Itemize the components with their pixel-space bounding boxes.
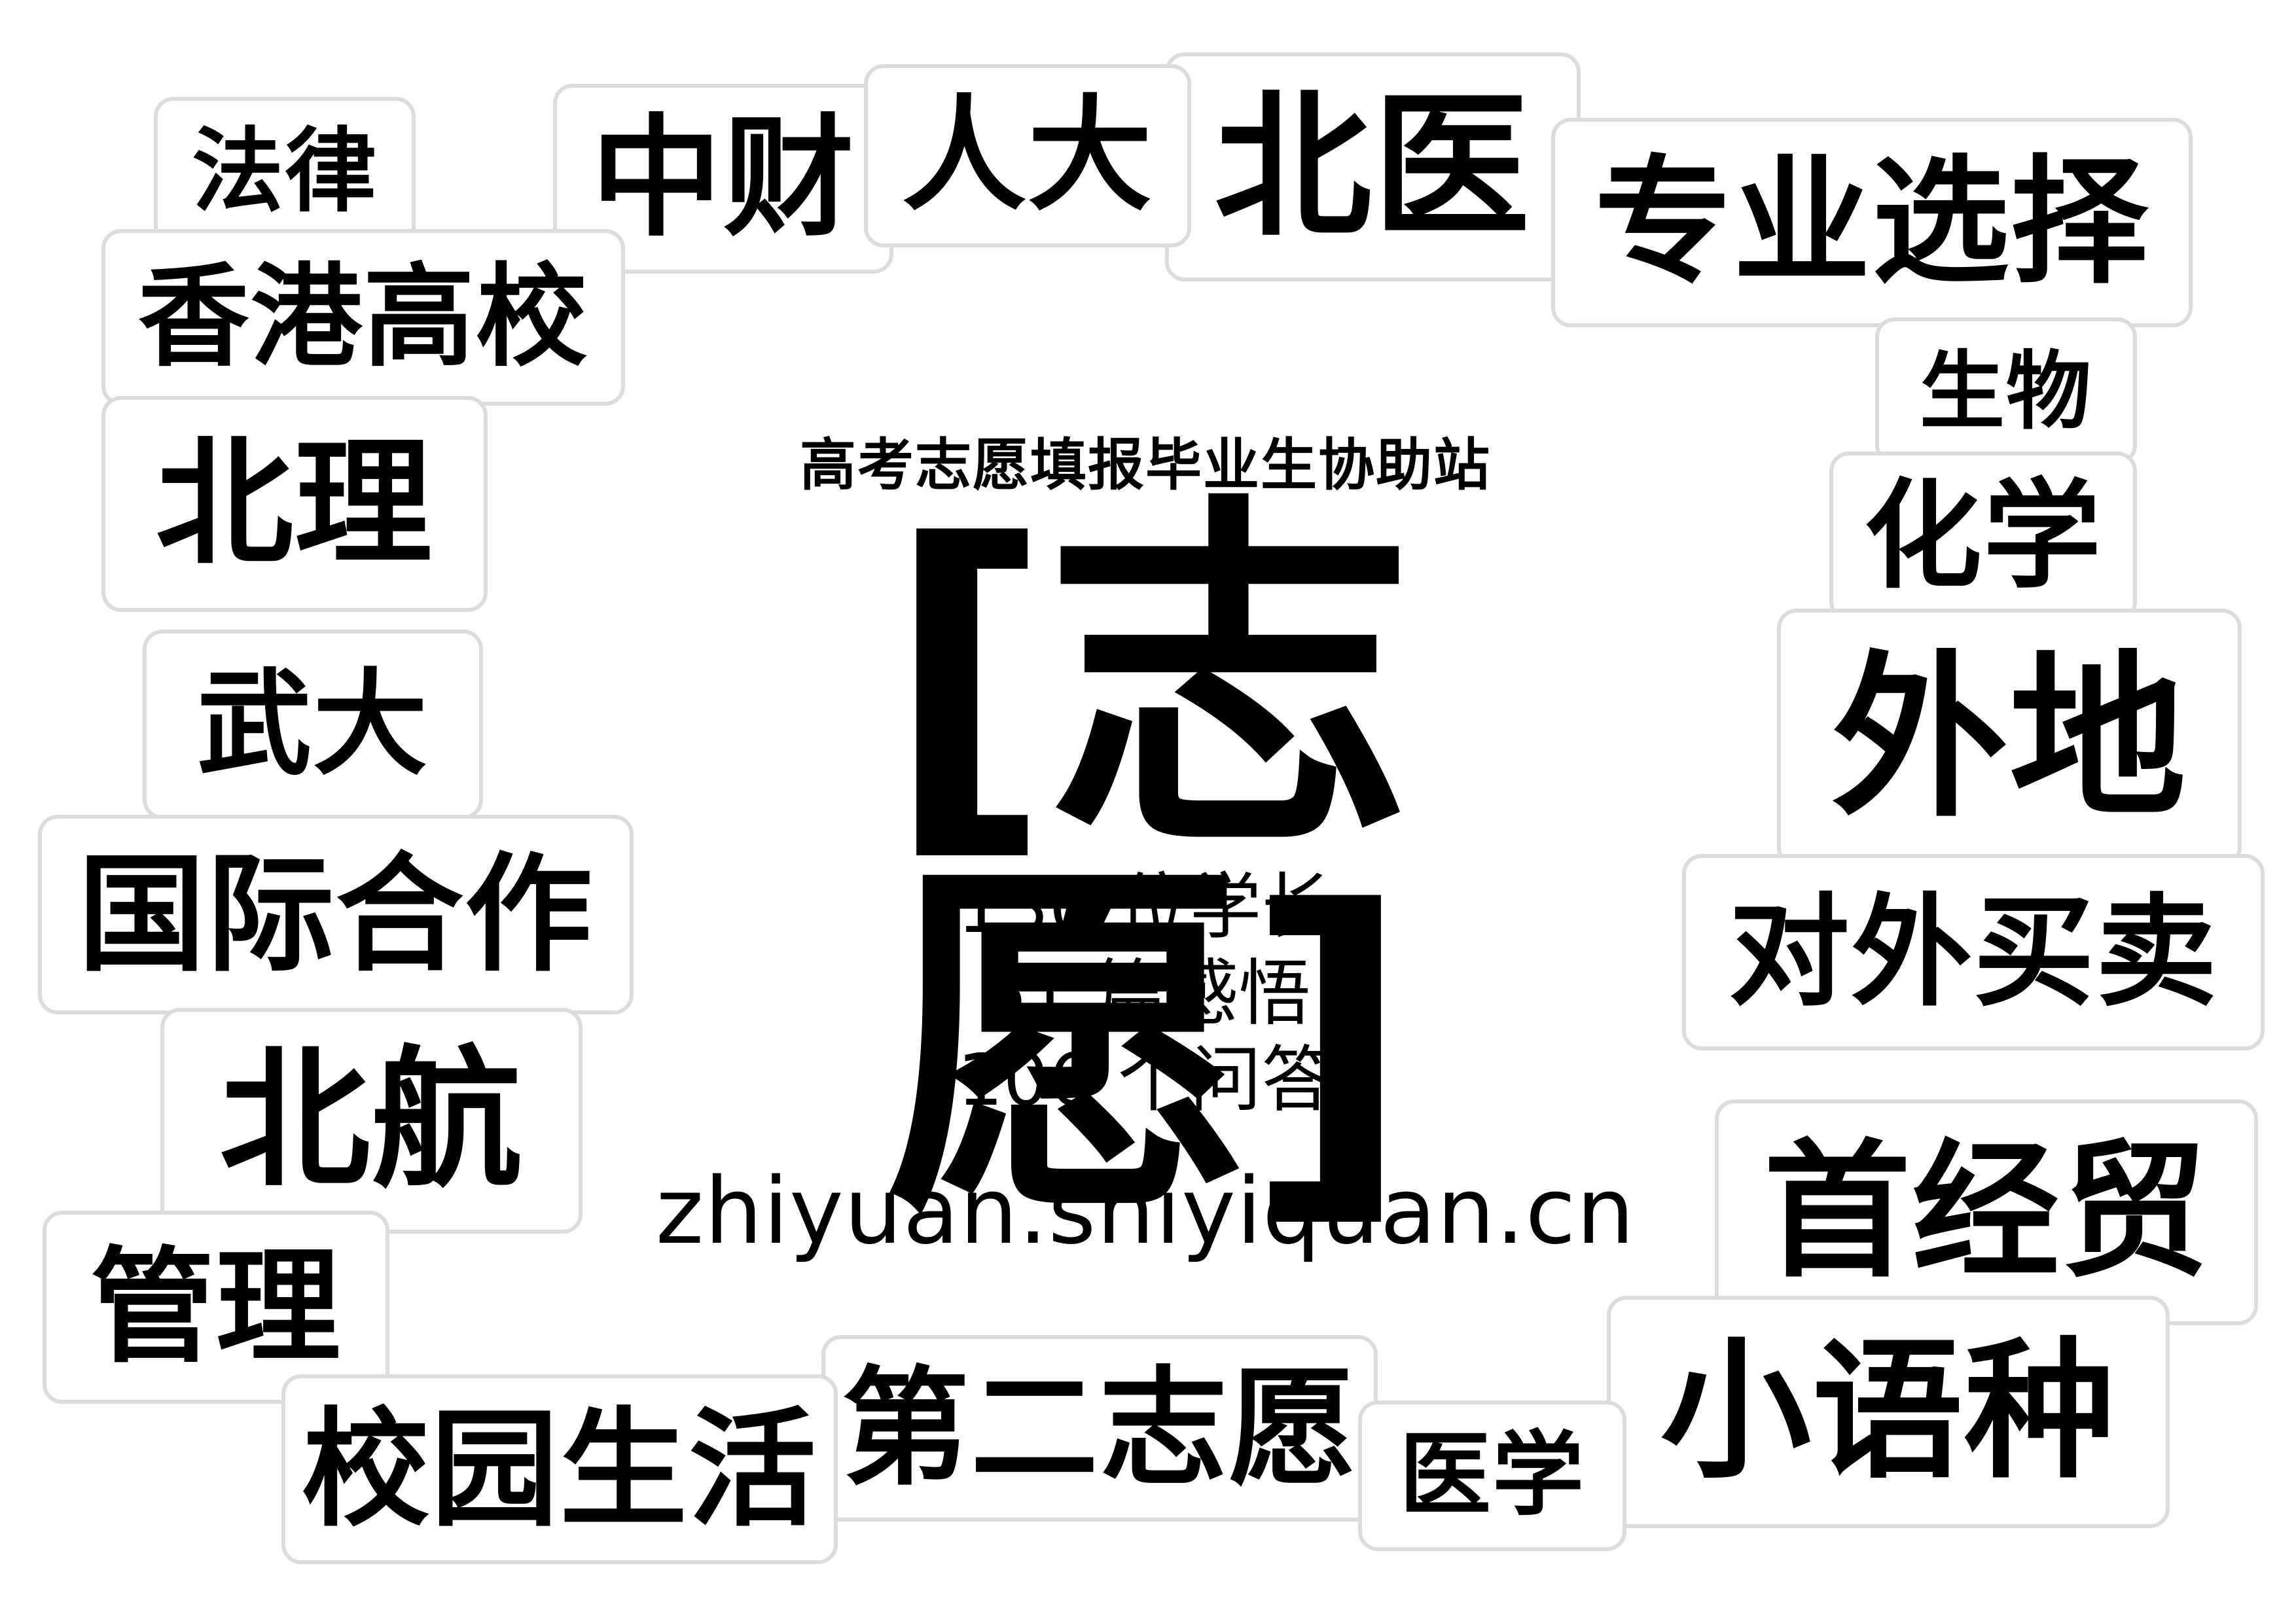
tag-shengwu[interactable]: 生物 [1875, 317, 2137, 465]
tag-falv[interactable]: 法律 [154, 97, 416, 247]
tag-label: 国际合作 [78, 840, 594, 989]
stat-qa: 106 个问答 [957, 1038, 1334, 1122]
tag-label: 生物 [1919, 341, 2092, 441]
tag-label: 香港高校 [137, 253, 588, 382]
tag-label: 专业选择 [1594, 142, 2149, 302]
tag-label: 武大 [197, 658, 429, 791]
tag-xiaoyuzhong[interactable]: 小语种 [1607, 1296, 2170, 1528]
tag-label: 外地 [1831, 634, 2187, 841]
tag-beili[interactable]: 北理 [101, 396, 488, 612]
tag-label: 管理 [90, 1234, 342, 1380]
tag-label: 北理 [155, 423, 433, 584]
tag-waidi[interactable]: 外地 [1777, 609, 2242, 867]
tag-shoujingmao[interactable]: 首经贸 [1715, 1099, 2258, 1325]
tag-xianggang-gaoxiao[interactable]: 香港高校 [101, 229, 625, 406]
tag-duiwai-maimai[interactable]: 对外买卖 [1682, 854, 2265, 1050]
page-title: [志愿] [885, 467, 1412, 1260]
stat-articles: 61 篇感悟 [980, 952, 1311, 1035]
stat-seniors: 130 位学长 [957, 865, 1334, 949]
tag-renda[interactable]: 人大 [864, 64, 1191, 247]
tag-beiyi[interactable]: 北医 [1165, 52, 1581, 281]
tag-xiaoyuan-shenghuo[interactable]: 校园生活 [281, 1374, 838, 1564]
site-subtitle: 高考志愿填报毕业生协助站 [800, 433, 1491, 498]
center-panel: 高考志愿填报毕业生协助站 [志愿] 130 位学长 61 篇感悟 106 个问答… [655, 406, 1636, 1302]
stats-list: 130 位学长 61 篇感悟 106 个问答 [655, 864, 1636, 1123]
tag-label: 北医 [1214, 75, 1532, 259]
tag-guanli[interactable]: 管理 [43, 1211, 389, 1404]
tag-wuda[interactable]: 武大 [143, 630, 483, 819]
tag-label: 中财 [590, 102, 855, 255]
tag-guoji-hezuo[interactable]: 国际合作 [38, 815, 634, 1014]
tag-label: 化学 [1863, 468, 2102, 605]
tag-label: 法律 [191, 118, 378, 225]
tag-label: 医学 [1399, 1422, 1585, 1529]
tag-huaxue[interactable]: 化学 [1829, 452, 2137, 622]
tag-label: 首经贸 [1763, 1126, 2210, 1298]
tag-yixue[interactable]: 医学 [1358, 1400, 1626, 1551]
site-url[interactable]: zhiyuan.shiyiquan.cn [655, 1158, 1636, 1265]
tag-dier-zhiyuan[interactable]: 第二志愿 [821, 1335, 1378, 1522]
tag-zhuanye-xuanze[interactable]: 专业选择 [1551, 118, 2193, 327]
tag-label: 小语种 [1660, 1324, 2116, 1499]
tag-label: 北航 [219, 1033, 524, 1208]
tag-beihang[interactable]: 北航 [160, 1008, 583, 1234]
tag-label: 对外买卖 [1729, 881, 2218, 1023]
tag-label: 第二志愿 [842, 1354, 1357, 1503]
tag-label: 校园生活 [302, 1395, 817, 1544]
tag-label: 人大 [901, 83, 1153, 228]
